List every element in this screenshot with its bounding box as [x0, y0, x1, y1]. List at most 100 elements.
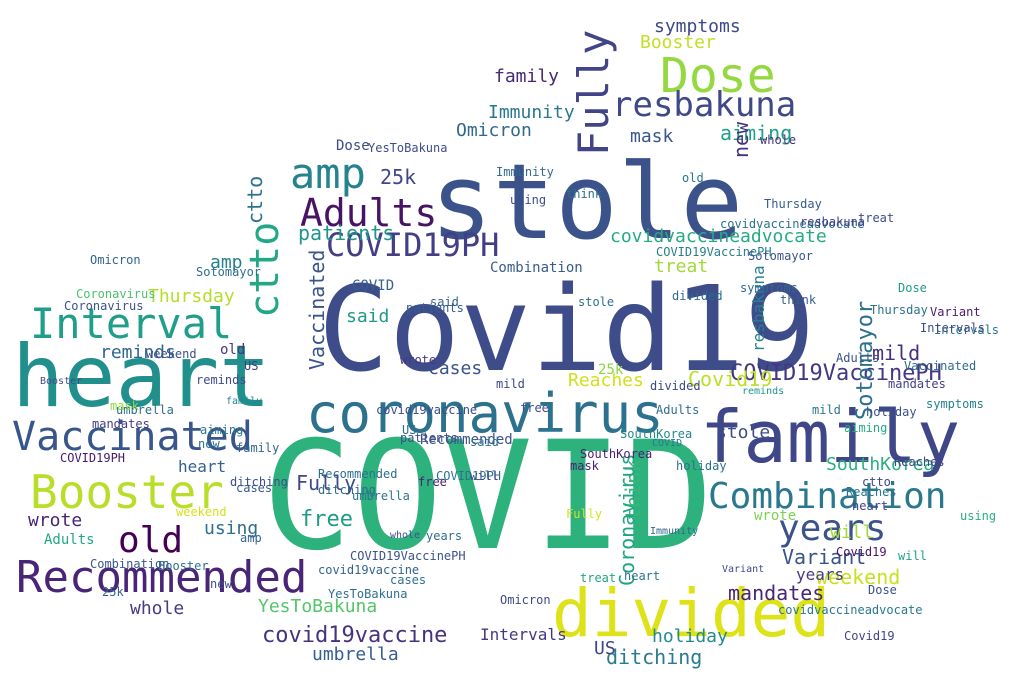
cloud-word-whole: whole [130, 598, 184, 619]
cloud-word-vaccinated: Vaccinated [12, 414, 253, 460]
cloud-word-dose: Dose [898, 281, 927, 295]
cloud-word-heart: heart [852, 499, 888, 513]
cloud-word-resbakuna: resbakuna [612, 85, 796, 125]
cloud-word-omicron: Omicron [456, 120, 532, 141]
cloud-word-years: years [778, 508, 886, 549]
cloud-word-dose: Dose [868, 583, 897, 597]
cloud-word-combination: Combination [490, 260, 583, 276]
cloud-word-omicron: Omicron [500, 593, 551, 607]
cloud-word-family: family [226, 396, 262, 407]
cloud-word-said: said [430, 295, 459, 309]
cloud-word-recommended: Recommended [420, 432, 513, 448]
cloud-word-immunity: Immunity [496, 165, 554, 179]
cloud-word-25k: 25k [598, 362, 624, 378]
cloud-word-ditching: ditching [606, 645, 702, 669]
cloud-word-new: new [729, 121, 753, 158]
cloud-word-covidvaccineadvocate: covidvaccineadvocate [778, 603, 923, 617]
cloud-word-patients: patients [298, 221, 394, 245]
cloud-word-ditching: ditching [230, 475, 288, 489]
cloud-word-think: think [621, 460, 645, 520]
cloud-word-yestobakuna: YesToBakuna [328, 587, 407, 601]
cloud-word-reaches: Reaches [568, 370, 644, 391]
cloud-word-mask: mask [110, 399, 140, 413]
cloud-word-mild: mild [872, 341, 920, 365]
cloud-word-family: family [236, 441, 279, 455]
cloud-word-variant: Variant [722, 564, 764, 575]
cloud-word-dose: Dose [336, 138, 370, 154]
cloud-word-family: family [700, 395, 960, 479]
cloud-word-fully: Fully [569, 30, 618, 156]
cloud-word-covid: COVID [352, 278, 394, 294]
cloud-word-aiming: aiming [844, 421, 887, 435]
cloud-word-years: years [426, 529, 462, 543]
cloud-word-amp: amp [290, 149, 366, 198]
cloud-word-old: old [220, 342, 245, 358]
cloud-word-variant: Variant [782, 545, 866, 569]
cloud-word-immunity: Immunity [650, 526, 698, 537]
cloud-word-cases: cases [390, 573, 426, 587]
cloud-word-thursday: Thursday [148, 286, 235, 307]
cloud-word-covidvaccineadvocate: covidvaccineadvocate [720, 217, 865, 231]
cloud-word-covid19: Covid19 [836, 545, 887, 559]
cloud-word-weekend: weekend [176, 505, 227, 519]
cloud-word-umbrella: umbrella [352, 489, 410, 503]
cloud-word-cases: cases [428, 358, 482, 379]
cloud-word-using: using [960, 509, 996, 523]
cloud-word-cases: cases [236, 481, 272, 495]
cloud-word-said: said [470, 435, 499, 449]
cloud-word-new: new [210, 577, 232, 591]
cloud-word-us: US [402, 423, 416, 437]
cloud-word-booster: Booster [40, 376, 82, 387]
cloud-word-reaches: Reaches [894, 455, 945, 469]
cloud-word-umbrella: umbrella [312, 644, 399, 665]
cloud-word-said: said [346, 306, 389, 327]
cloud-word-coronavirus: Coronavirus [615, 454, 639, 586]
cloud-word-mandates: mandates [92, 417, 150, 431]
cloud-word-thursday: Thursday [870, 303, 928, 317]
cloud-word-covid19vaccine: covid19vaccine [262, 623, 447, 648]
cloud-word-symptoms: symptoms [740, 281, 798, 295]
cloud-word-southkorea: SouthKorea [826, 454, 934, 475]
cloud-word-aiming: aiming [200, 423, 243, 437]
cloud-word-stole: stole [578, 295, 614, 309]
cloud-word-weekend: weekend [146, 347, 197, 361]
cloud-word-ctto: ctto [242, 222, 288, 318]
cloud-word-reaches: Reaches [846, 485, 897, 499]
cloud-word-think: think [780, 293, 817, 307]
cloud-word-coronavirus: Coronavirus [64, 299, 143, 313]
cloud-word-booster: Booster [30, 465, 224, 519]
cloud-word-amp: amp [240, 531, 262, 545]
cloud-word-ctto: ctto [862, 475, 891, 489]
cloud-word-intervals: Intervals [920, 321, 985, 335]
cloud-word-covid19ph: COVID19PH [60, 451, 125, 465]
cloud-word-stole: stole [716, 422, 770, 443]
cloud-word-covid19: Covid19 [844, 629, 895, 643]
cloud-word-years: years [796, 565, 844, 584]
cloud-word-yestobakuna: YesToBakuna [258, 596, 377, 617]
cloud-word-patients: patients [400, 431, 458, 445]
cloud-word-treat: treat [654, 256, 708, 277]
cloud-word-covid19ph: COVID19PH [326, 226, 499, 264]
cloud-word-mandates: mandates [888, 377, 946, 391]
cloud-word-mandates: mandates [728, 581, 824, 605]
cloud-word-patients: patients [406, 301, 464, 315]
cloud-word-vaccinated: Vaccinated [305, 250, 329, 370]
cloud-word-25k: 25k [102, 585, 124, 599]
cloud-word-us: US [244, 359, 258, 373]
cloud-word-booster: Booster [158, 559, 209, 573]
cloud-word-free: free [520, 401, 549, 415]
cloud-word-holiday: holiday [676, 459, 727, 473]
cloud-word-sotomayor: Sotomayor [748, 249, 813, 263]
cloud-word-symptoms: symptoms [654, 16, 741, 37]
cloud-word-wrote: wrote [28, 510, 82, 531]
cloud-word-using: using [204, 518, 258, 539]
cloud-word-new: new [198, 437, 220, 451]
cloud-word-coronavirus: coronavirus [306, 382, 664, 445]
cloud-word-treat: treat [858, 211, 894, 225]
cloud-word-ctto: ctto [243, 176, 267, 224]
cloud-word-wrote: wrote [754, 508, 796, 524]
cloud-word-mask: mask [630, 126, 674, 147]
cloud-word-will: will [898, 549, 927, 563]
